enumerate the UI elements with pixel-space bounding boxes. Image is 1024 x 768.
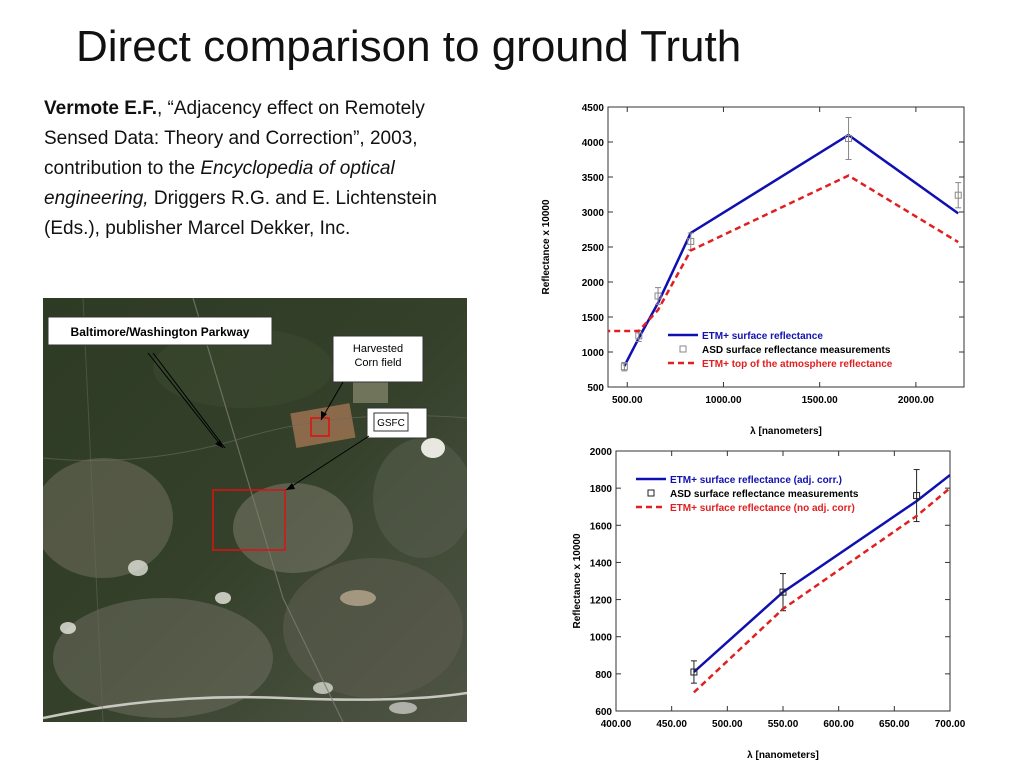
x-tick-label: 700.00: [935, 719, 966, 730]
x-tick-label: 1500.00: [802, 395, 839, 406]
x-tick-label: 600.00: [823, 719, 854, 730]
citation-title: , “Adjacency effect on Remotely Sensed D…: [44, 98, 425, 179]
legend-entry: ETM+ surface reflectance (adj. corr.): [670, 475, 842, 486]
corn-field-label-box: [332, 335, 424, 383]
data-point: [690, 668, 698, 676]
plot-area: [690, 469, 950, 694]
citation-author: Vermote E.F.: [44, 98, 157, 119]
data-point: [635, 332, 643, 340]
y-tick-label: 4500: [582, 103, 605, 114]
series-line-3: [693, 487, 950, 694]
y-axis-label: Reflectance x 10000: [541, 199, 552, 295]
plot-frame: [607, 106, 965, 388]
chart-visible-spectrum: 400.00 450.00 500.00 550.00 600.00 650.00 700.…: [572, 447, 966, 761]
citation-text: Vermote E.F., “Adjacency effect on Remot…: [44, 94, 484, 244]
y-tick-label: 1600: [590, 521, 613, 532]
legend-entry: ETM+ top of the atmosphere reflectance: [702, 359, 893, 370]
citation-book: Encyclopedia of optical engineering,: [44, 158, 395, 209]
satellite-image-svg: Baltimore/Washington Parkway Harvested C…: [43, 298, 467, 722]
y-tick-label: 1200: [590, 596, 613, 607]
gsfc-marker: [212, 489, 286, 551]
x-tick-label: 450.00: [656, 719, 687, 730]
x-tick-label: 1000.00: [705, 395, 742, 406]
corn-field-label-line2: Corn field: [354, 357, 401, 369]
data-point: [620, 363, 628, 371]
data-point: [687, 237, 695, 245]
parkway-label: Baltimore/Washington Parkway: [71, 325, 250, 339]
citation-publisher: Driggers R.G. and E. Lichtenstein (Eds.)…: [44, 188, 437, 239]
data-point: [654, 292, 662, 300]
legend-entry: ETM+ surface reflectance (no adj. corr): [670, 503, 855, 514]
y-tick-label: 4000: [582, 138, 605, 149]
data-point: [779, 588, 787, 596]
x-tick-label: 500.00: [612, 395, 643, 406]
y-tick-label: 800: [595, 670, 612, 681]
x-axis-label: λ [nanometers]: [750, 426, 822, 437]
corn-field-label-line1: Harvested: [353, 343, 403, 355]
legend-entry: ASD surface reflectance measurements: [702, 345, 891, 356]
x-tick-label: 550.00: [768, 719, 799, 730]
y-axis-label: Reflectance x 10000: [572, 533, 583, 629]
legend-entry: ETM+ surface reflectance: [702, 331, 823, 342]
y-tick-label: 3500: [582, 173, 605, 184]
data-point: [845, 135, 853, 142]
data-point: [913, 492, 921, 500]
y-tick-label: 2000: [582, 278, 605, 289]
y-tick-label: 2000: [590, 447, 613, 458]
y-tick-label: 1000: [582, 348, 605, 359]
y-tick-label: 1800: [590, 484, 613, 495]
y-tick-label: 1400: [590, 558, 613, 569]
x-tick-label: 400.00: [601, 719, 632, 730]
series-line-1: [693, 474, 950, 673]
legend-marker: [679, 345, 687, 353]
x-tick-label: 500.00: [712, 719, 743, 730]
plot-area: [608, 117, 962, 372]
y-tick-label: 600: [595, 707, 612, 718]
x-tick-label: 650.00: [879, 719, 910, 730]
data-point: [954, 191, 962, 199]
y-tick-label: 1000: [590, 633, 613, 644]
y-tick-label: 500: [587, 383, 604, 394]
x-tick-label: 2000.00: [898, 395, 935, 406]
x-axis-label: λ [nanometers]: [747, 750, 819, 761]
satellite-image: Baltimore/Washington Parkway Harvested C…: [43, 298, 467, 722]
legend-entry: ASD surface reflectance measurements: [670, 489, 859, 500]
chart-full-spectrum: 500.00 1000.00 1500.00 2000.00 500 1000 1500 20…: [541, 103, 965, 437]
y-tick-label: 2500: [582, 243, 605, 254]
corn-field-marker: [310, 417, 330, 437]
y-tick-label: 1500: [582, 313, 605, 324]
legend-marker: [647, 489, 655, 497]
slide-title: Direct comparison to ground Truth: [76, 22, 742, 71]
y-tick-label: 3000: [582, 208, 605, 219]
gsfc-label: GSFC: [377, 418, 405, 429]
parkway-label-box: [47, 316, 273, 346]
series-line-1: [623, 133, 959, 367]
